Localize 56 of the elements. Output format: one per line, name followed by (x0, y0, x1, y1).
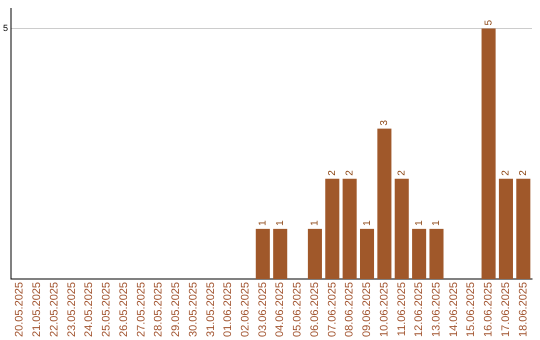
x-tick-label: 13.06.2025 (430, 282, 443, 338)
x-tick-label: 20.05.2025 (14, 282, 26, 338)
bar (429, 228, 444, 279)
x-tick-label: 18.06.2025 (517, 282, 530, 338)
x-tick-label: 25.05.2025 (100, 282, 113, 338)
x-tick-label: 11.06.2025 (396, 282, 408, 336)
x-tick-label: 23.05.2025 (66, 282, 78, 338)
bar (342, 178, 357, 279)
bar (394, 178, 409, 279)
bar (516, 178, 530, 279)
data-label: 1 (414, 220, 425, 226)
bar (412, 228, 426, 279)
x-tick-label: 03.06.2025 (256, 282, 269, 338)
x-tick-label: 17.06.2025 (500, 282, 512, 338)
bar (308, 228, 322, 279)
bar (377, 128, 392, 279)
x-tick-label: 21.05.2025 (31, 282, 44, 338)
x-tick-label: 22.05.2025 (48, 282, 60, 338)
x-tick-label: 31.05.2025 (204, 282, 217, 338)
bar (325, 178, 340, 279)
bar (482, 28, 496, 279)
x-tick-label: 09.06.2025 (361, 282, 374, 338)
x-tick-label: 29.05.2025 (170, 282, 182, 338)
data-label: 2 (327, 170, 338, 176)
data-label: 2 (344, 170, 356, 176)
x-tick-label: 07.06.2025 (326, 282, 338, 338)
data-label: 3 (379, 120, 390, 126)
bar (273, 228, 288, 279)
data-label: 2 (518, 170, 530, 176)
x-tick-label: 04.06.2025 (274, 282, 286, 338)
x-tick-label: 27.05.2025 (135, 282, 148, 338)
x-tick-label: 12.06.2025 (413, 282, 426, 338)
x-tick-label: 02.06.2025 (239, 282, 252, 338)
data-label: 1 (258, 220, 269, 226)
x-tick-label: 28.05.2025 (152, 282, 165, 338)
x-tick-label: 08.06.2025 (344, 282, 356, 338)
x-tick-label: 10.06.2025 (378, 282, 390, 338)
data-label: 1 (310, 220, 321, 226)
bar (256, 228, 270, 279)
x-tick-label: 24.05.2025 (83, 282, 96, 338)
bar (360, 228, 374, 279)
data-label: 5 (483, 19, 494, 26)
x-tick-label: 30.05.2025 (187, 282, 200, 338)
x-tick-label: 16.06.2025 (482, 282, 495, 338)
x-tick-label: 15.06.2025 (465, 282, 478, 338)
data-label: 1 (362, 220, 373, 226)
data-label: 2 (500, 170, 512, 176)
x-tick-label: 06.06.2025 (308, 282, 321, 338)
x-tick-label: 05.06.2025 (292, 282, 304, 338)
x-tick-label: 14.06.2025 (448, 282, 460, 338)
data-label: 1 (274, 220, 286, 226)
x-tick-label: 01.06.2025 (222, 282, 234, 338)
bar (498, 178, 513, 279)
data-label: 2 (396, 170, 408, 176)
data-label: 1 (431, 220, 442, 226)
x-tick-label: 26.05.2025 (118, 282, 130, 338)
